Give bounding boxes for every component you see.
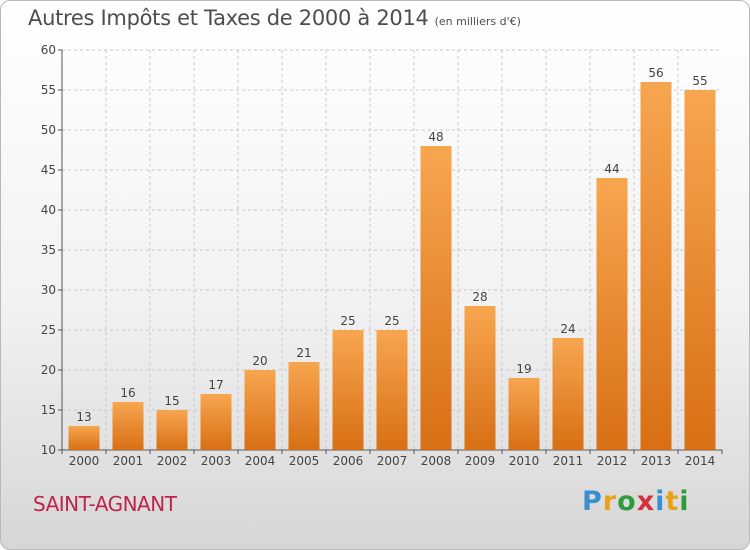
proxiti-logo: Proxiti <box>582 486 690 517</box>
x-tick-label: 2014 <box>685 454 716 468</box>
bar <box>156 410 188 450</box>
x-tick-label: 2008 <box>421 454 452 468</box>
data-label: 13 <box>76 410 91 424</box>
bar <box>508 378 540 450</box>
data-label: 25 <box>340 314 355 328</box>
bar <box>68 426 100 450</box>
data-label: 56 <box>648 66 663 80</box>
y-tick-label: 35 <box>41 243 56 257</box>
logo-letter: P <box>582 486 603 517</box>
y-tick-label: 10 <box>41 443 56 457</box>
x-tick-label: 2003 <box>201 454 232 468</box>
data-label: 16 <box>120 386 135 400</box>
y-tick-label: 15 <box>41 403 56 417</box>
bar <box>112 402 144 450</box>
x-tick-label: 2013 <box>641 454 672 468</box>
chart-title: Autres Impôts et Taxes de 2000 à 2014 <box>28 6 429 30</box>
x-tick-label: 2005 <box>289 454 320 468</box>
data-label: 15 <box>164 394 179 408</box>
y-tick-label: 45 <box>41 163 56 177</box>
logo-letter: r <box>602 486 618 517</box>
y-tick-label: 60 <box>41 43 56 57</box>
x-tick-label: 2004 <box>245 454 276 468</box>
y-tick-label: 30 <box>41 283 56 297</box>
y-tick-label: 55 <box>41 83 56 97</box>
x-tick-label: 2000 <box>69 454 100 468</box>
data-label: 20 <box>252 354 267 368</box>
data-label: 28 <box>472 290 487 304</box>
x-tick-label: 2011 <box>553 454 584 468</box>
bar <box>640 82 672 450</box>
bar <box>244 370 276 450</box>
logo-letter: x <box>636 486 656 517</box>
bar <box>200 394 232 450</box>
data-label: 44 <box>604 162 619 176</box>
logo-letter: i <box>679 486 690 517</box>
bar <box>684 90 716 450</box>
logo-letter: o <box>617 486 637 517</box>
y-tick-label: 25 <box>41 323 56 337</box>
x-tick-label: 2010 <box>509 454 540 468</box>
chart-subtitle: (en milliers d'€) <box>434 15 521 28</box>
y-tick-label: 20 <box>41 363 56 377</box>
x-tick-label: 2001 <box>113 454 144 468</box>
bar <box>420 146 452 450</box>
bar <box>376 330 408 450</box>
commune-name: SAINT-AGNANT <box>33 492 177 516</box>
logo-letter: t <box>665 486 680 517</box>
chart-title-block: Autres Impôts et Taxes de 2000 à 2014 (en… <box>28 6 521 30</box>
data-label: 48 <box>428 130 443 144</box>
x-tick-label: 2002 <box>157 454 188 468</box>
y-tick-label: 50 <box>41 123 56 137</box>
data-label: 17 <box>208 378 223 392</box>
bar <box>552 338 584 450</box>
bar <box>596 178 628 450</box>
data-label: 24 <box>560 322 575 336</box>
bar <box>288 362 320 450</box>
data-labels: 13 16 15 17 20 21 25 25 48 28 19 24 44 56 55 <box>76 66 707 424</box>
x-tick-label: 2007 <box>377 454 408 468</box>
data-label: 25 <box>384 314 399 328</box>
data-label: 19 <box>516 362 531 376</box>
data-label: 21 <box>296 346 311 360</box>
x-tick-label: 2006 <box>333 454 364 468</box>
y-tick-label: 40 <box>41 203 56 217</box>
x-tick-label: 2009 <box>465 454 496 468</box>
bars <box>68 82 716 450</box>
data-label: 55 <box>692 74 707 88</box>
x-tick-label: 2012 <box>597 454 628 468</box>
bar <box>332 330 364 450</box>
logo-letter: i <box>655 486 666 517</box>
bar <box>464 306 496 450</box>
